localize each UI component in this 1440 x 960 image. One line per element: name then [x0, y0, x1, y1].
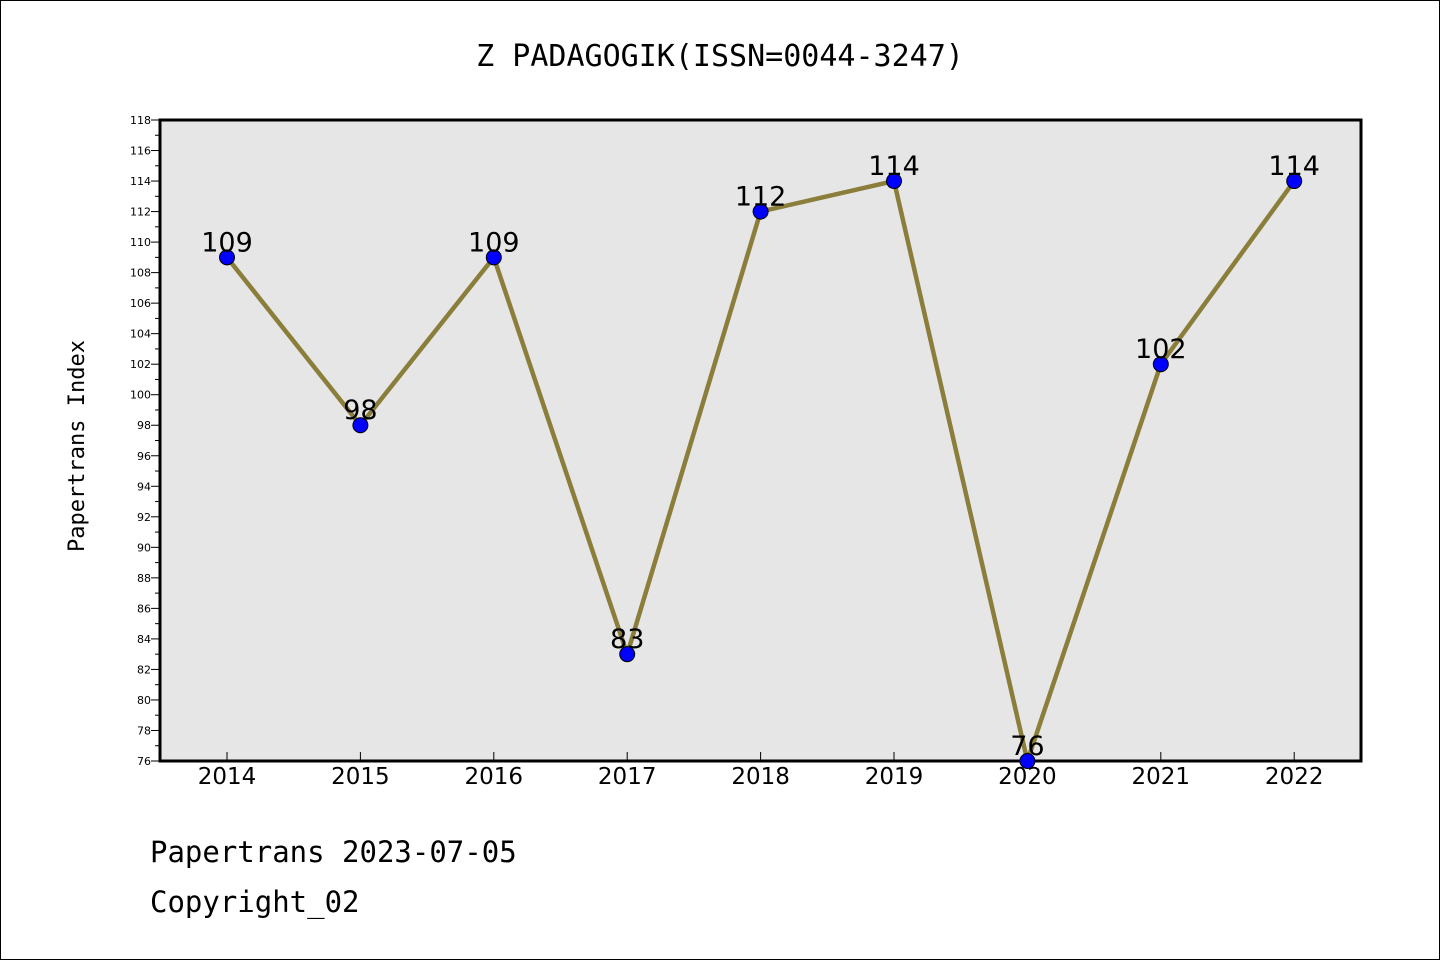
- data-label: 112: [735, 182, 787, 213]
- data-label: 102: [1135, 334, 1187, 365]
- data-label: 98: [343, 395, 377, 426]
- y-tick-label: 84: [137, 633, 151, 646]
- y-axis-label: Papertrans Index: [65, 340, 90, 552]
- y-tick-label: 104: [130, 328, 151, 341]
- data-label: 114: [1268, 151, 1320, 182]
- data-point: [886, 173, 902, 190]
- y-tick-label: 92: [137, 511, 151, 524]
- data-point: [619, 646, 636, 663]
- data-label: 114: [868, 151, 920, 182]
- data-label: 76: [1010, 731, 1044, 762]
- chart-title: Z PADAGOGIK(ISSN=0044-3247): [476, 39, 964, 74]
- y-tick-label: 78: [137, 724, 151, 737]
- data-point: [1152, 356, 1169, 373]
- x-tick-label: 2022: [1265, 764, 1324, 790]
- y-tick-label: 98: [137, 419, 151, 432]
- data-point: [1019, 753, 1036, 769]
- y-tick-label: 94: [137, 480, 151, 493]
- footer-copyright: Copyright_02: [150, 885, 360, 919]
- x-tick-label: 2021: [1132, 764, 1191, 790]
- y-tick-label: 82: [137, 663, 151, 676]
- y-tick-label: 106: [130, 297, 151, 310]
- y-tick-label: 76: [137, 755, 151, 768]
- y-axis-ticks: 76 78 80 82 84 86 88 90 92 94 96 98 100 102 104 106 108 1…: [130, 114, 160, 768]
- data-point: [485, 249, 502, 266]
- x-axis-ticks: 2014 2015 2016 2017 2018 2019 2020 2021 2022: [198, 752, 1324, 790]
- y-tick-label: 86: [137, 602, 151, 615]
- series-group: [219, 173, 1303, 770]
- y-tick-label: 80: [137, 694, 151, 707]
- y-tick-label: 110: [130, 236, 151, 249]
- data-labels: 109 98 109 83 112 114 76 102 114: [201, 151, 1320, 762]
- y-tick-label: 102: [130, 358, 151, 371]
- data-label: 109: [468, 227, 520, 258]
- x-tick-label: 2019: [865, 764, 924, 790]
- data-point: [752, 203, 769, 220]
- data-label: 83: [610, 624, 644, 655]
- x-tick-label: 2014: [198, 764, 257, 790]
- footer-date: Papertrans 2023-07-05: [150, 835, 517, 869]
- y-tick-label: 100: [130, 389, 151, 402]
- y-tick-label: 90: [137, 541, 151, 554]
- plot-area: [158, 118, 1363, 763]
- data-point: [352, 417, 369, 434]
- y-tick-label: 108: [130, 267, 151, 280]
- y-tick-label: 88: [137, 572, 151, 585]
- x-tick-label: 2018: [731, 764, 790, 790]
- data-point: [219, 249, 235, 266]
- y-tick-label: 118: [130, 114, 151, 127]
- x-tick-label: 2015: [331, 764, 390, 790]
- y-tick-label: 112: [130, 206, 151, 219]
- y-tick-label: 96: [137, 450, 151, 463]
- y-tick-label: 114: [130, 175, 151, 188]
- x-tick-label: 2016: [465, 764, 524, 790]
- data-label: 109: [201, 227, 253, 258]
- x-tick-label: 2017: [598, 764, 657, 790]
- y-tick-label: 116: [130, 145, 151, 158]
- data-point: [1286, 173, 1303, 190]
